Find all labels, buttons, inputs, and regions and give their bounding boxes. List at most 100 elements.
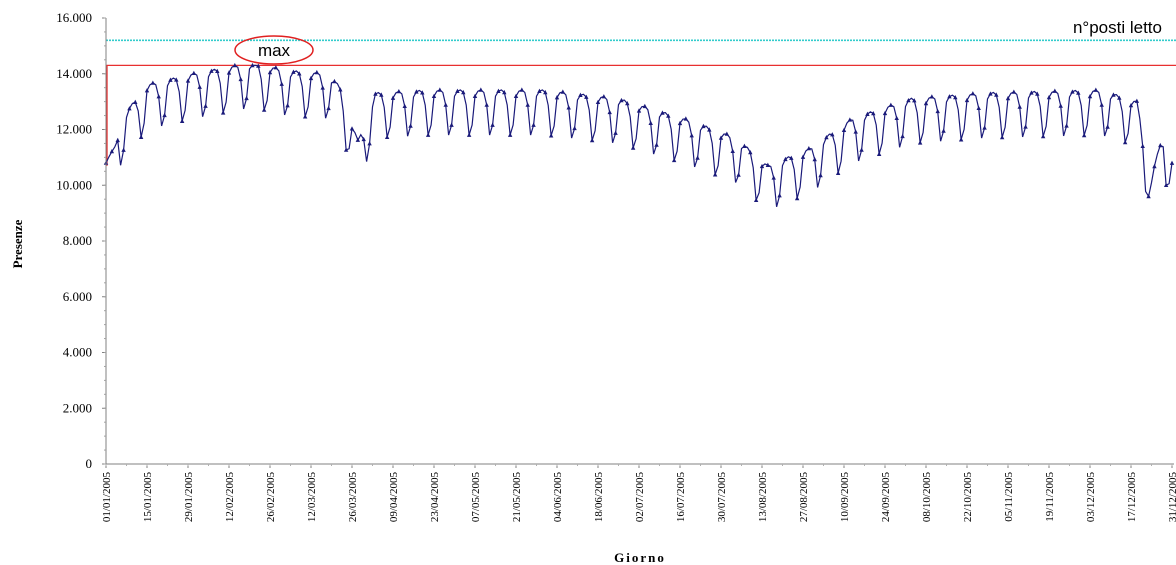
data-point — [162, 112, 167, 118]
x-tick-label: 12/03/2005 — [306, 472, 318, 523]
y-tick-label: 10.000 — [56, 177, 92, 192]
y-tick-label: 16.000 — [56, 10, 92, 25]
x-tick-label: 19/11/2005 — [1044, 472, 1056, 522]
data-point — [935, 108, 940, 114]
x-axis-title: Giorno — [614, 550, 666, 565]
data-point — [865, 111, 870, 116]
data-point — [390, 95, 396, 100]
data-point — [226, 70, 232, 75]
data-point — [589, 137, 595, 143]
data-point — [250, 62, 255, 68]
x-tick-label: 16/07/2005 — [675, 472, 687, 523]
data-point — [320, 85, 325, 90]
data-point — [695, 155, 700, 160]
data-point — [431, 93, 437, 98]
data-point — [443, 102, 448, 107]
data-point — [625, 100, 630, 106]
data-point — [666, 113, 671, 118]
data-point — [496, 88, 501, 93]
data-point — [519, 87, 525, 92]
data-point — [437, 87, 443, 92]
data-point — [595, 99, 601, 105]
x-tick-label: 02/07/2005 — [634, 472, 646, 523]
x-tick-label: 30/07/2005 — [716, 472, 728, 523]
data-point — [707, 127, 712, 132]
y-tick-label: 8.000 — [63, 233, 92, 248]
data-point — [349, 126, 355, 131]
data-point — [853, 129, 858, 134]
data-point — [964, 97, 970, 103]
x-tick-label: 12/02/2005 — [224, 472, 236, 523]
data-point — [115, 137, 120, 143]
data-point — [701, 123, 706, 129]
data-point — [367, 141, 372, 146]
data-point — [425, 132, 431, 137]
x-tick-label: 24/09/2005 — [880, 472, 892, 523]
data-point — [373, 91, 378, 96]
data-point — [361, 136, 366, 142]
data-point — [238, 76, 243, 82]
data-point — [220, 110, 226, 115]
data-point — [232, 62, 238, 68]
x-tick-label: 26/02/2005 — [265, 472, 277, 523]
data-point — [1040, 133, 1046, 139]
data-point — [1046, 94, 1052, 100]
data-point — [1158, 142, 1163, 148]
data-point — [1152, 163, 1157, 169]
x-tick-label: 26/03/2005 — [347, 472, 359, 523]
data-point — [1052, 88, 1058, 93]
data-point — [789, 155, 794, 160]
data-point — [941, 128, 946, 133]
data-point — [1163, 182, 1169, 188]
data-point — [630, 145, 636, 150]
data-point — [882, 110, 888, 116]
y-tick-label: 12.000 — [56, 122, 92, 137]
data-point — [543, 89, 548, 95]
data-point — [1011, 89, 1017, 94]
data-point — [209, 68, 214, 73]
data-point — [1058, 103, 1063, 108]
data-point — [1076, 90, 1081, 95]
data-point — [970, 91, 976, 96]
data-point — [261, 107, 267, 112]
data-point — [824, 134, 829, 140]
data-point — [244, 95, 249, 101]
data-point — [636, 108, 642, 113]
data-point — [267, 69, 273, 75]
data-point — [1087, 93, 1093, 99]
data-point — [689, 133, 694, 138]
data-point — [812, 156, 817, 162]
data-point — [742, 143, 747, 148]
data-point — [876, 151, 882, 156]
data-point — [906, 98, 911, 103]
x-tick-label: 01/01/2005 — [101, 472, 113, 523]
data-point — [1023, 124, 1028, 129]
data-point — [297, 71, 302, 76]
x-tick-label: 23/04/2005 — [429, 472, 441, 523]
x-tick-label: 13/08/2005 — [757, 472, 769, 523]
data-point — [748, 149, 753, 155]
data-point — [607, 109, 612, 115]
x-tick-label: 03/12/2005 — [1085, 472, 1097, 523]
data-point — [677, 120, 683, 126]
data-point — [736, 172, 741, 177]
data-point — [507, 132, 513, 137]
data-point — [138, 134, 144, 139]
x-tick-label: 29/01/2005 — [183, 472, 195, 523]
data-point — [1122, 140, 1128, 145]
data-point — [420, 90, 425, 95]
data-point — [215, 68, 220, 74]
data-point — [671, 157, 677, 163]
x-tick-labels: 01/01/2005 15/01/2005 29/01/2005 12/02/2005… — [101, 464, 1176, 522]
data-point — [1029, 90, 1034, 95]
x-tick-label: 09/04/2005 — [388, 472, 400, 523]
data-point — [472, 93, 478, 98]
data-point — [1081, 132, 1087, 138]
data-point — [174, 77, 179, 82]
y-tick-labels: 0 2.000 4.000 6.000 8.000 10.000 12.000 14.000 1… — [56, 10, 106, 471]
data-point — [783, 156, 788, 162]
y-tick-label: 4.000 — [63, 345, 92, 360]
data-point — [601, 94, 607, 99]
data-point — [765, 162, 771, 167]
